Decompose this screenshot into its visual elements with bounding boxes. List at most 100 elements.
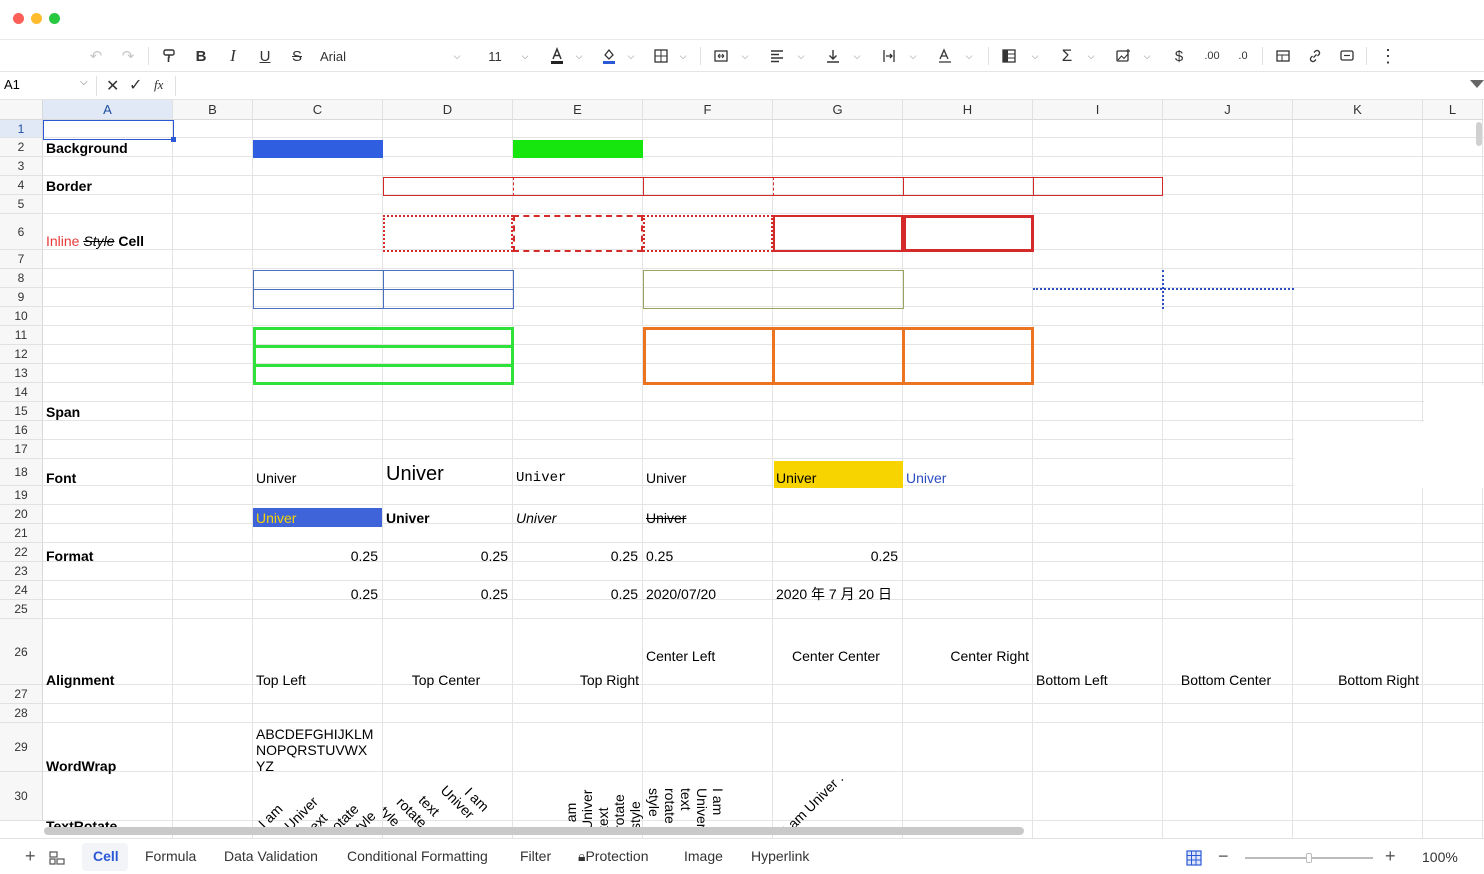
chevron-down-icon[interactable]: ⌵ [679, 50, 687, 61]
horizontal-scrollbar[interactable] [44, 827, 1024, 835]
comment-icon[interactable] [1336, 44, 1358, 68]
fill-handle[interactable] [171, 137, 176, 142]
maximize-window-button[interactable] [49, 13, 60, 24]
row-header-17[interactable]: 17 [0, 440, 43, 459]
tab-conditional-formatting[interactable]: Conditional Formatting [347, 848, 488, 864]
row-header-2[interactable]: 2 [0, 138, 43, 157]
column-header-a[interactable]: A [43, 100, 173, 120]
expand-formula-icon[interactable] [1470, 80, 1484, 88]
chevron-down-icon[interactable]: ⌵ [853, 50, 861, 61]
tab-image[interactable]: Image [684, 848, 723, 864]
row-header-25[interactable]: 25 [0, 600, 43, 619]
freeze-icon[interactable] [998, 44, 1020, 68]
chevron-down-icon[interactable]: ⌵ [1031, 50, 1039, 61]
row-header-6[interactable]: 6 [0, 214, 43, 250]
column-header-j[interactable]: J [1163, 100, 1293, 120]
column-header-k[interactable]: K [1293, 100, 1423, 120]
column-header-h[interactable]: H [903, 100, 1033, 120]
formula-input[interactable] [184, 77, 1454, 95]
chevron-down-icon[interactable]: ⌵ [521, 50, 529, 61]
chevron-down-icon[interactable]: ⌵ [741, 50, 749, 61]
more-icon[interactable]: ⋮ [1379, 45, 1397, 66]
row-header-14[interactable]: 14 [0, 383, 43, 402]
row-header-20[interactable]: 20 [0, 505, 43, 524]
text-wrap-icon[interactable] [878, 44, 900, 68]
currency-icon[interactable]: $ [1174, 47, 1184, 65]
italic-icon[interactable]: I [230, 46, 236, 65]
confirm-icon[interactable]: ✓ [129, 77, 143, 94]
row-header-9[interactable]: 9 [0, 288, 43, 307]
add-sheet-icon[interactable]: + [25, 846, 36, 866]
row-header-15[interactable]: 15 [0, 402, 43, 421]
vertical-scrollbar[interactable] [1476, 122, 1482, 146]
chevron-down-icon[interactable]: ⌵ [1087, 50, 1095, 61]
tab-cell[interactable]: Cell [93, 848, 119, 864]
row-header-21[interactable]: 21 [0, 524, 43, 543]
increase-decimal-icon[interactable]: .00 [1204, 50, 1220, 62]
link-icon[interactable] [1304, 44, 1326, 68]
format-painter-icon[interactable] [158, 44, 180, 68]
cell-reference-box[interactable]: A1 [4, 77, 20, 92]
chevron-down-icon[interactable]: ⌵ [1143, 50, 1151, 61]
redo-icon[interactable]: ↷ [121, 48, 135, 65]
row-header-18[interactable]: 18 [0, 459, 43, 486]
chevron-down-icon[interactable]: ⌵ [453, 50, 461, 61]
merge-cells-icon[interactable] [710, 44, 732, 68]
column-header-g[interactable]: G [773, 100, 903, 120]
tab-filter[interactable]: Filter [520, 848, 552, 864]
zoom-out-icon[interactable]: − [1218, 846, 1229, 866]
cancel-icon[interactable]: ✕ [106, 78, 120, 95]
chevron-down-icon[interactable]: ⌵ [965, 50, 973, 61]
decrease-decimal-icon[interactable]: .0 [1238, 50, 1248, 62]
font-family-select[interactable]: Arial [320, 48, 347, 64]
tab-protection[interactable]: 🔒︎Protection [578, 848, 649, 865]
table-icon[interactable] [1272, 44, 1294, 68]
select-all-corner[interactable] [0, 100, 43, 120]
minimize-window-button[interactable] [31, 13, 42, 24]
grid-view-icon[interactable] [1186, 850, 1202, 871]
chevron-down-icon[interactable]: ⌵ [909, 50, 917, 61]
undo-icon[interactable]: ↶ [89, 48, 103, 65]
chevron-down-icon[interactable]: ⌵ [575, 50, 583, 61]
column-header-c[interactable]: C [253, 100, 383, 120]
underline-icon[interactable]: U [259, 47, 271, 65]
font-color-icon[interactable] [546, 44, 568, 68]
row-header-19[interactable]: 19 [0, 486, 43, 505]
column-header-b[interactable]: B [173, 100, 253, 120]
row-header-1[interactable]: 1 [0, 120, 43, 138]
fill-color-icon[interactable] [598, 44, 620, 68]
column-header-e[interactable]: E [513, 100, 643, 120]
horizontal-align-icon[interactable] [766, 44, 788, 68]
chevron-down-icon[interactable]: ⌵ [797, 50, 805, 61]
tab-hyperlink[interactable]: Hyperlink [751, 848, 810, 864]
row-header-11[interactable]: 11 [0, 326, 43, 345]
vertical-align-icon[interactable] [822, 44, 844, 68]
row-header-10[interactable]: 10 [0, 307, 43, 326]
row-header-7[interactable]: 7 [0, 250, 43, 269]
row-header-24[interactable]: 24 [0, 581, 43, 600]
bold-icon[interactable]: B [195, 47, 207, 65]
close-window-button[interactable] [13, 13, 24, 24]
zoom-in-icon[interactable]: + [1385, 846, 1396, 866]
fx-icon[interactable]: fx [154, 77, 164, 92]
row-header-8[interactable]: 8 [0, 269, 43, 288]
row-header-23[interactable]: 23 [0, 562, 43, 581]
row-header-22[interactable]: 22 [0, 543, 43, 562]
column-header-l[interactable]: L [1423, 100, 1483, 120]
border-icon[interactable] [650, 44, 672, 68]
row-header-16[interactable]: 16 [0, 421, 43, 440]
row-header-29[interactable]: 29 [0, 723, 43, 772]
row-header-30[interactable]: 30 [0, 772, 43, 821]
row-header-13[interactable]: 13 [0, 364, 43, 383]
column-header-i[interactable]: I [1033, 100, 1163, 120]
zoom-slider-thumb[interactable] [1306, 853, 1312, 863]
function-icon[interactable]: Σ [1061, 46, 1073, 65]
row-header-12[interactable]: 12 [0, 345, 43, 364]
row-header-28[interactable]: 28 [0, 704, 43, 723]
font-size-select[interactable]: 11 [488, 48, 502, 64]
image-icon[interactable] [1112, 44, 1134, 68]
selected-cell-border[interactable] [43, 120, 174, 140]
column-header-d[interactable]: D [383, 100, 513, 120]
zoom-level[interactable]: 100% [1422, 849, 1458, 865]
column-header-f[interactable]: F [643, 100, 773, 120]
